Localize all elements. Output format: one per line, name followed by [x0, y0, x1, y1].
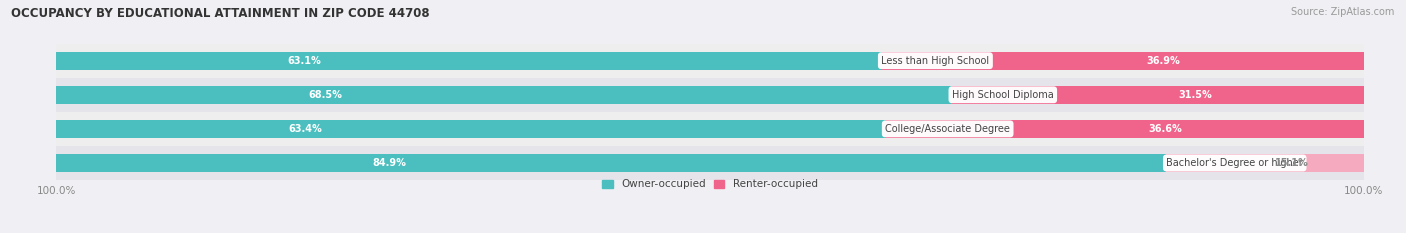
- Text: 15.1%: 15.1%: [1275, 158, 1309, 168]
- Text: Bachelor's Degree or higher: Bachelor's Degree or higher: [1167, 158, 1303, 168]
- Bar: [882, 52, 1364, 70]
- Bar: [952, 86, 1364, 104]
- Bar: [56, 120, 886, 138]
- Text: 63.4%: 63.4%: [288, 124, 322, 134]
- Text: High School Diploma: High School Diploma: [952, 90, 1053, 100]
- Bar: [886, 120, 1364, 138]
- Text: 84.9%: 84.9%: [373, 158, 406, 168]
- Bar: [56, 112, 1364, 146]
- Bar: [56, 86, 952, 104]
- Bar: [56, 146, 1364, 180]
- Legend: Owner-occupied, Renter-occupied: Owner-occupied, Renter-occupied: [598, 175, 823, 193]
- Bar: [1167, 154, 1364, 172]
- Text: 68.5%: 68.5%: [308, 90, 342, 100]
- Text: 63.1%: 63.1%: [287, 56, 321, 66]
- Bar: [56, 154, 1167, 172]
- Text: 36.9%: 36.9%: [1147, 56, 1181, 66]
- Text: OCCUPANCY BY EDUCATIONAL ATTAINMENT IN ZIP CODE 44708: OCCUPANCY BY EDUCATIONAL ATTAINMENT IN Z…: [11, 7, 430, 20]
- Bar: [56, 52, 882, 70]
- Text: Less than High School: Less than High School: [882, 56, 990, 66]
- Bar: [56, 78, 1364, 112]
- Text: 36.6%: 36.6%: [1149, 124, 1182, 134]
- Bar: [56, 44, 1364, 78]
- Text: Source: ZipAtlas.com: Source: ZipAtlas.com: [1291, 7, 1395, 17]
- Text: 31.5%: 31.5%: [1178, 90, 1212, 100]
- Text: College/Associate Degree: College/Associate Degree: [886, 124, 1010, 134]
